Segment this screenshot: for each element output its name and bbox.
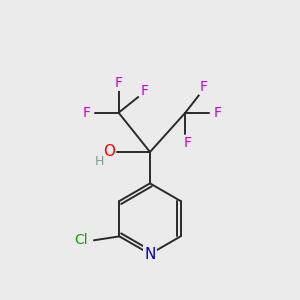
Text: F: F [115, 76, 123, 90]
Text: H: H [94, 155, 104, 168]
Text: F: F [200, 80, 208, 94]
Text: F: F [214, 106, 222, 120]
Text: F: F [82, 106, 90, 120]
Text: F: F [141, 84, 149, 98]
Text: N: N [144, 247, 156, 262]
Text: F: F [183, 136, 191, 150]
Text: O: O [103, 145, 115, 160]
Text: Cl: Cl [74, 233, 88, 247]
